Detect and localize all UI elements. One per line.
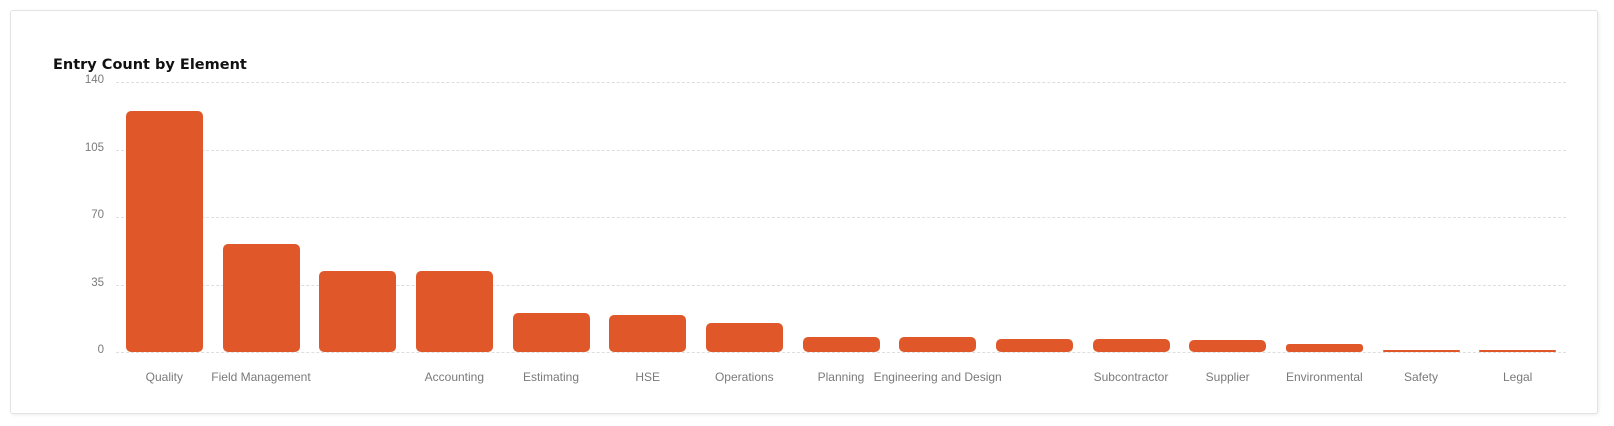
bar[interactable] — [995, 338, 1073, 352]
x-tick-label: Subcontractor — [1093, 370, 1169, 384]
bar[interactable] — [222, 244, 300, 352]
x-tick-label: Engineering and Design — [873, 370, 1002, 384]
bar[interactable] — [1092, 338, 1170, 352]
bar[interactable] — [899, 336, 977, 352]
bar[interactable] — [512, 313, 590, 352]
x-tick-label: Safety — [1403, 370, 1438, 384]
y-tick-label: 70 — [91, 209, 104, 221]
x-tick-label: Estimating — [522, 370, 579, 384]
bar[interactable] — [415, 271, 493, 352]
gridline — [116, 284, 1566, 286]
x-tick-label: Quality — [145, 370, 183, 384]
gridline — [116, 352, 1566, 353]
x-tick-label: Legal — [1502, 370, 1533, 384]
y-tick-label: 140 — [84, 74, 104, 86]
x-tick-label: HSE — [635, 370, 660, 384]
y-tick-label: 35 — [91, 276, 104, 289]
y-tick-label: 105 — [84, 141, 104, 154]
chart-title: Entry Count by Element — [53, 57, 247, 73]
x-tick-label: Planning — [817, 370, 865, 384]
bar[interactable] — [609, 315, 687, 352]
x-tick-label: Supplier — [1205, 370, 1250, 384]
bar[interactable] — [705, 323, 783, 352]
bar[interactable] — [1285, 344, 1363, 352]
gridline — [116, 149, 1566, 151]
gridline — [116, 217, 1566, 218]
y-tick-label: 0 — [97, 344, 104, 356]
gridline — [116, 82, 1566, 83]
bar[interactable] — [125, 110, 203, 352]
x-tick-label: Accounting — [424, 370, 485, 384]
bar[interactable] — [319, 271, 397, 352]
bar[interactable] — [1382, 350, 1460, 352]
bar[interactable] — [1189, 340, 1267, 352]
x-tick-label: Environmental — [1285, 370, 1363, 384]
bar[interactable] — [802, 336, 880, 352]
x-tick-label: Field Management — [211, 370, 311, 384]
bar[interactable] — [1479, 350, 1557, 352]
x-tick-label: Operations — [714, 370, 774, 384]
